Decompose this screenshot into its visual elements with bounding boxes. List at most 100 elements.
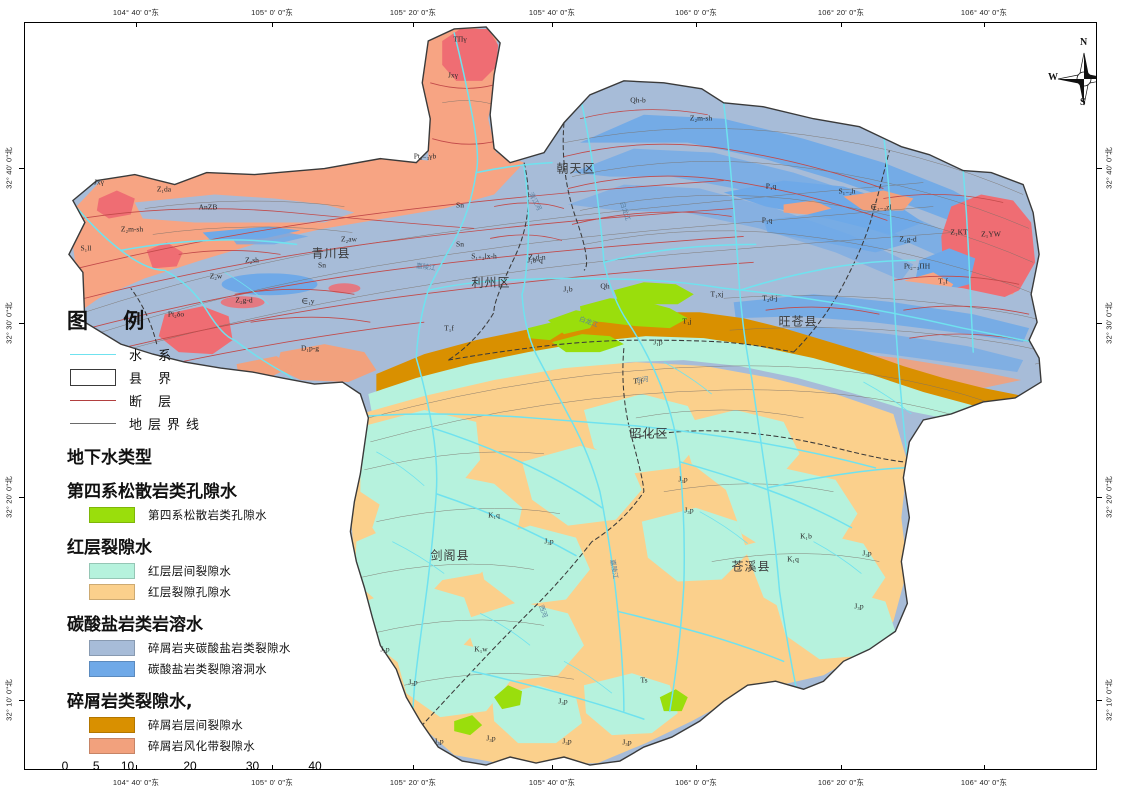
legend-symbol	[67, 394, 119, 408]
legend-item-label: 碳酸盐岩类裂隙溶洞水	[148, 661, 267, 676]
longitude-label: 106° 40' 0"东	[960, 8, 1008, 17]
legend-label: 断 层	[129, 395, 178, 410]
line-swatch	[70, 354, 116, 355]
latitude-label: 32° 40' 0"北	[1104, 147, 1114, 189]
map-frame[interactable]: 青川县 朝天区 利州区 旺苍县 昭化区 剑阁县 苍溪县 TΠγ Jxγ Pt₂₋₃γb Jxγ Z₁d…	[24, 22, 1097, 770]
legend-groups: 第四系松散岩类孔隙水 第四系松散岩类孔隙水 红层裂隙水 红层层间裂隙水 红层裂隙孔隙水碳…	[67, 477, 317, 769]
legend-row: 断 层	[67, 390, 317, 411]
longitude-label: 105° 40' 0"东	[528, 778, 576, 787]
graticule-tick	[1097, 323, 1102, 324]
longitude-label: 106° 20' 0"东	[817, 778, 865, 787]
graticule-tick	[552, 765, 553, 770]
legend-group-header: 红层裂隙水	[67, 538, 152, 558]
legend-color-swatch	[89, 716, 135, 733]
legend-swatch-row: 碎屑岩风化带裂隙水	[67, 736, 317, 755]
legend-swatch-row: 碳酸盐岩类裂隙溶洞水	[67, 659, 317, 678]
graticule-tick	[552, 22, 553, 27]
graticule-tick	[696, 765, 697, 770]
legend-color-swatch	[89, 562, 135, 579]
graticule-tick	[19, 497, 24, 498]
legend-item-label: 红层层间裂隙水	[148, 563, 232, 578]
graticule-tick	[19, 323, 24, 324]
graticule-tick	[136, 22, 137, 27]
longitude-label: 105° 40' 0"东	[528, 8, 576, 17]
longitude-label: 105° 0' 0"东	[251, 778, 293, 787]
latitude-label: 32° 10' 0"北	[4, 679, 14, 721]
latitude-label: 32° 40' 0"北	[4, 147, 14, 189]
graticule-tick	[19, 700, 24, 701]
legend-label: 地层界线	[129, 418, 206, 433]
legend-color-swatch	[89, 506, 135, 523]
longitude-label: 105° 20' 0"东	[389, 8, 437, 17]
legend-groundwater-type-header: 地下水类型	[67, 448, 152, 468]
legend-group-header: 第四系松散岩类孔隙水	[67, 482, 237, 502]
graticule-tick	[272, 22, 273, 27]
strata-boundary-lines	[84, 100, 1042, 686]
legend-panel: 图 例 水 系县 界断 层地层界线 地下水类型 第四系松散岩类孔隙水 第四系松散岩…	[67, 305, 317, 769]
legend-label: 水 系	[129, 349, 178, 364]
legend-swatch-row: 碎屑岩夹碳酸盐岩类裂隙水	[67, 638, 317, 657]
legend-color-swatch	[89, 737, 135, 754]
legend-title: 图 例	[67, 309, 159, 333]
line-swatch	[70, 423, 116, 424]
longitude-label: 106° 0' 0"东	[675, 778, 717, 787]
legend-symbol	[67, 369, 119, 386]
graticule-tick	[1097, 497, 1102, 498]
graticule-tick	[19, 168, 24, 169]
legend-item-label: 碎屑岩风化带裂隙水	[148, 738, 256, 753]
legend-item-label: 红层裂隙孔隙水	[148, 584, 232, 599]
latitude-label: 32° 30' 0"北	[1104, 302, 1114, 344]
latitude-label: 32° 20' 0"北	[1104, 476, 1114, 518]
graticule-tick	[272, 765, 273, 770]
latitude-label: 32° 30' 0"北	[4, 302, 14, 344]
graticule-tick	[841, 22, 842, 27]
county-outline	[68, 26, 1042, 766]
longitude-label: 104° 40' 0"东	[112, 778, 160, 787]
legend-symbol	[67, 348, 119, 362]
graticule-tick	[984, 765, 985, 770]
graticule-tick	[984, 22, 985, 27]
legend-item-label: 第四系松散岩类孔隙水	[148, 507, 267, 522]
legend-row: 县 界	[67, 367, 317, 388]
graticule-tick	[1097, 168, 1102, 169]
longitude-label: 106° 40' 0"东	[960, 778, 1008, 787]
graticule-tick	[136, 765, 137, 770]
longitude-label: 106° 0' 0"东	[675, 8, 717, 17]
legend-color-swatch	[89, 660, 135, 677]
river-network	[70, 32, 1034, 748]
latitude-label: 32° 20' 0"北	[4, 476, 14, 518]
legend-swatch-row: 红层层间裂隙水	[67, 561, 317, 580]
legend-symbol	[67, 417, 119, 431]
scale-tick-label: 20	[183, 759, 197, 770]
county-border-swatch	[70, 369, 116, 386]
map-canvas[interactable]	[25, 23, 1096, 769]
legend-row: 水 系	[67, 344, 317, 365]
compass-south-label: S	[1080, 97, 1086, 108]
longitude-label: 104° 40' 0"东	[112, 8, 160, 17]
scale-tick-label: 30	[245, 759, 260, 770]
scale-tick-label: 5	[92, 759, 100, 770]
graticule-tick	[1097, 700, 1102, 701]
compass-rose: N S E W	[1047, 35, 1096, 117]
graticule-tick	[413, 765, 414, 770]
fault-lines	[68, 82, 1032, 375]
legend-label: 县 界	[129, 372, 178, 387]
legend-swatch-row: 第四系松散岩类孔隙水	[67, 505, 317, 524]
legend-item-label: 碎屑岩夹碳酸盐岩类裂隙水	[148, 640, 291, 655]
line-swatch	[70, 400, 116, 401]
legend-swatch-row: 碎屑岩层间裂隙水	[67, 715, 317, 734]
longitude-label: 105° 20' 0"东	[389, 778, 437, 787]
graticule-tick	[696, 22, 697, 27]
legend-line-symbols: 水 系县 界断 层地层界线	[67, 344, 317, 434]
longitude-label: 106° 20' 0"东	[817, 8, 865, 17]
legend-color-swatch	[89, 639, 135, 656]
scale-bar-numbers: 0 5 10 20 30 40	[62, 759, 322, 770]
river-tributaries	[224, 271, 912, 694]
longitude-label: 105° 0' 0"东	[251, 8, 293, 17]
scale-tick-label: 10	[120, 759, 135, 770]
graticule-tick	[841, 765, 842, 770]
compass-icon	[1057, 52, 1096, 106]
graticule-tick	[413, 22, 414, 27]
scale-tick-label: 40	[308, 759, 322, 770]
legend-swatch-row: 红层裂隙孔隙水	[67, 582, 317, 601]
